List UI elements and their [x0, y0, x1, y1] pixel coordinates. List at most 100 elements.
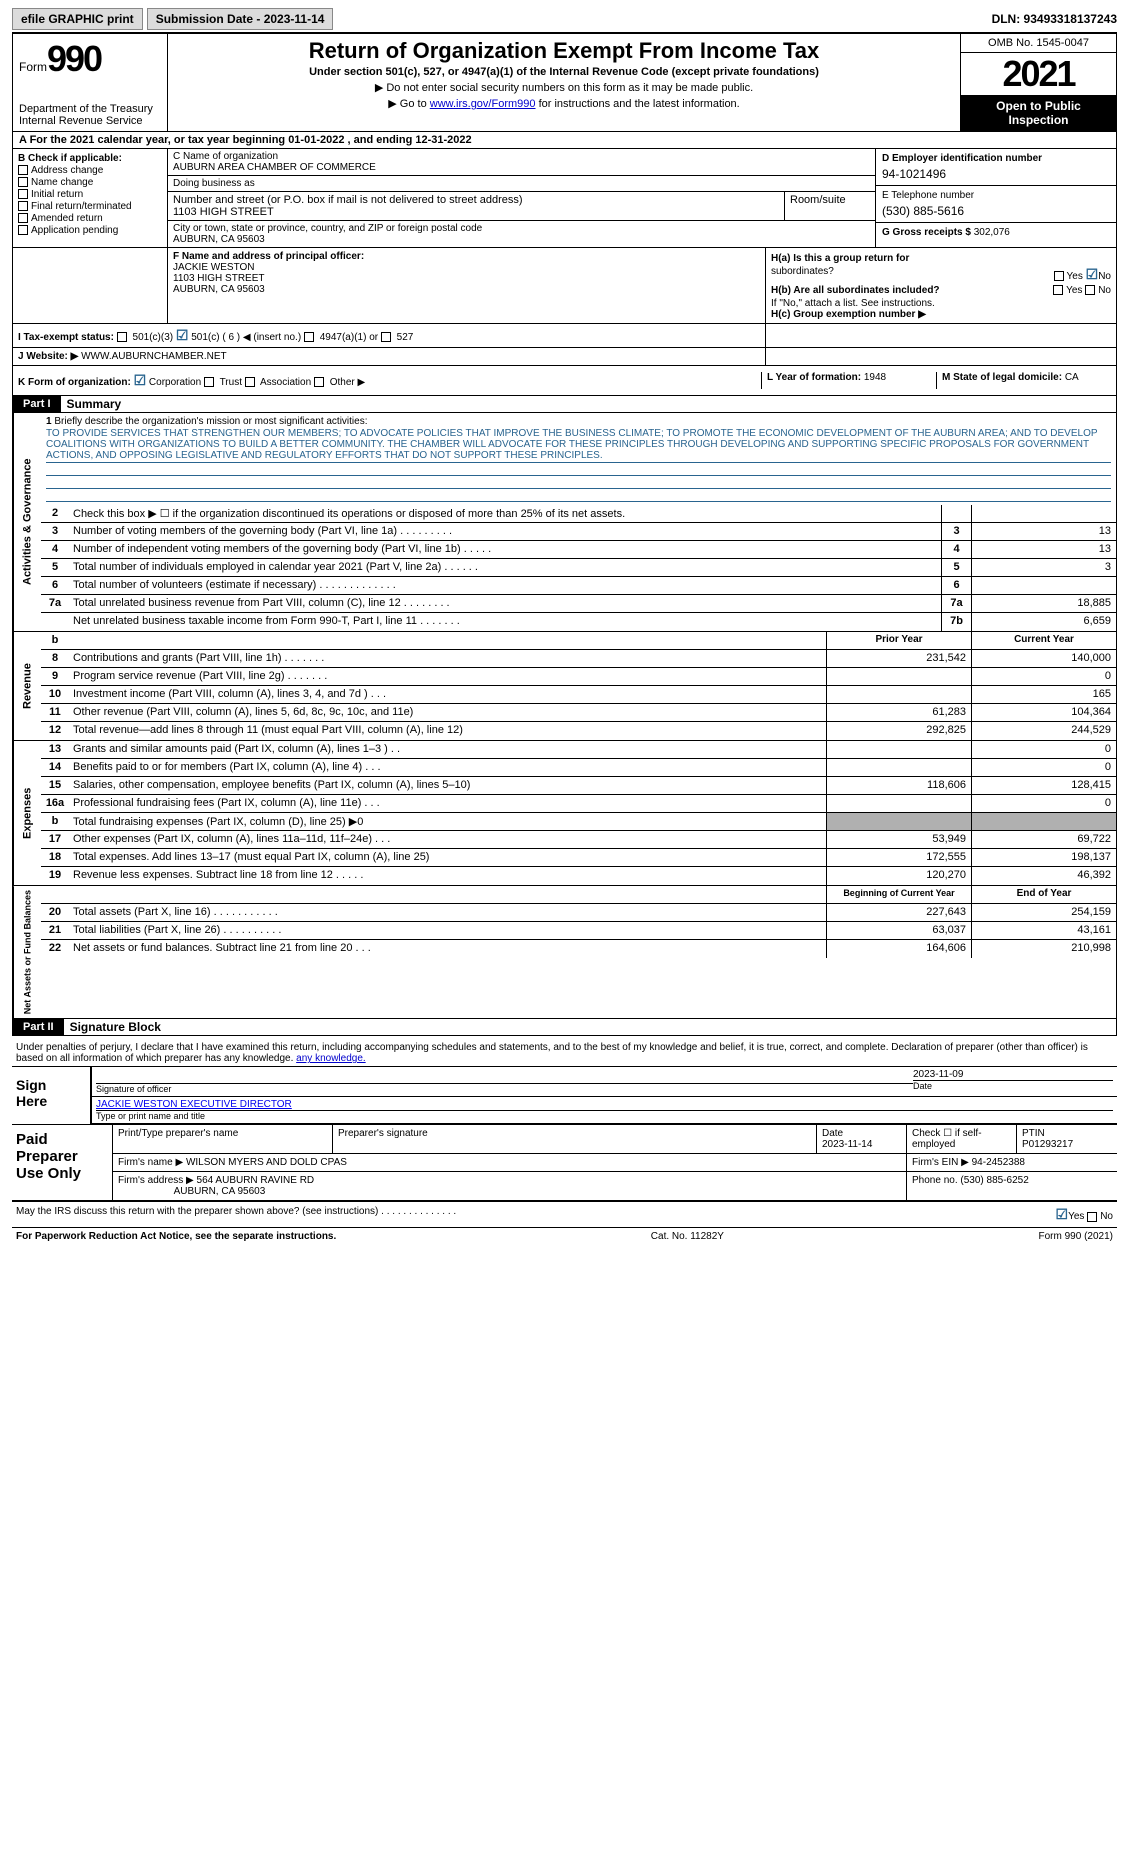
col-c-org-info: C Name of organization AUBURN AREA CHAMB… [168, 149, 876, 247]
header-left: Form 990 Department of the Treasury Inte… [13, 34, 168, 131]
footer-left: For Paperwork Reduction Act Notice, see … [16, 1231, 336, 1242]
street-value: 1103 HIGH STREET [173, 206, 779, 218]
instruction-1: ▶ Do not enter social security numbers o… [176, 81, 952, 94]
line-text: Total fundraising expenses (Part IX, col… [69, 813, 826, 830]
hb-note: If "No," attach a list. See instructions… [771, 298, 1111, 309]
line-text: Revenue less expenses. Subtract line 18 … [69, 867, 826, 885]
line-num: 13 [41, 741, 69, 758]
line-num: 17 [41, 831, 69, 848]
org-name: AUBURN AREA CHAMBER OF COMMERCE [173, 162, 870, 173]
part1-title: Summary [61, 397, 122, 411]
current-value: 140,000 [971, 650, 1116, 667]
side-governance: Activities & Governance [13, 413, 41, 631]
line-text: Other expenses (Part IX, column (A), lin… [69, 831, 826, 848]
checkbox-hb-no[interactable] [1085, 285, 1095, 295]
checkbox-ha-yes[interactable] [1054, 271, 1064, 281]
officer-label: F Name and address of principal officer: [173, 251, 760, 262]
line-num: 7a [41, 595, 69, 612]
current-value: 104,364 [971, 704, 1116, 721]
city-value: AUBURN, CA 95603 [173, 234, 870, 245]
checkbox-name[interactable] [18, 177, 28, 187]
header-middle: Return of Organization Exempt From Incom… [168, 34, 961, 131]
prior-value: 231,542 [826, 650, 971, 667]
prior-value [826, 795, 971, 812]
line-num: 8 [41, 650, 69, 667]
checkbox-trust[interactable] [204, 377, 214, 387]
checkbox-4947[interactable] [304, 332, 314, 342]
line-text: Investment income (Part VIII, column (A)… [69, 686, 826, 703]
prior-value: 63,037 [826, 922, 971, 939]
form-subtitle: Under section 501(c), 527, or 4947(a)(1)… [176, 66, 952, 78]
col-h-group: H(a) Is this a group return for subordin… [766, 248, 1116, 323]
line-value: 6,659 [971, 613, 1116, 631]
line-box: 3 [941, 523, 971, 540]
part2-title: Signature Block [64, 1020, 161, 1034]
irs-link[interactable]: www.irs.gov/Form990 [430, 98, 536, 110]
submission-button[interactable]: Submission Date - 2023-11-14 [147, 8, 334, 30]
checkbox-address[interactable] [18, 165, 28, 175]
hc-label: H(c) Group exemption number ▶ [771, 309, 926, 320]
line-value: 13 [971, 523, 1116, 540]
line-value: 13 [971, 541, 1116, 558]
tax-year: 2021 [961, 53, 1116, 95]
checkbox-initial[interactable] [18, 189, 28, 199]
line-text: Program service revenue (Part VIII, line… [69, 668, 826, 685]
prep-name-label: Print/Type preparer's name [113, 1125, 333, 1153]
checkbox-hb-yes[interactable] [1053, 285, 1063, 295]
gross-value: 302,076 [974, 227, 1010, 238]
prior-year-header: Prior Year [826, 632, 971, 649]
sign-here-label: Sign Here [12, 1067, 82, 1124]
line-num: 10 [41, 686, 69, 703]
current-value: 244,529 [971, 722, 1116, 740]
prior-value: 118,606 [826, 777, 971, 794]
current-value: 46,392 [971, 867, 1116, 885]
footer-right: Form 990 (2021) [1039, 1231, 1113, 1242]
line-text: Number of voting members of the governin… [69, 523, 941, 540]
prep-sig-label: Preparer's signature [333, 1125, 817, 1153]
gross-label: G Gross receipts $ [882, 227, 971, 238]
checkbox-pending[interactable] [18, 225, 28, 235]
checkbox-final[interactable] [18, 201, 28, 211]
efile-button[interactable]: efile GRAPHIC print [12, 8, 143, 30]
street-label: Number and street (or P.O. box if mail i… [173, 194, 779, 206]
phone-value: (530) 885-5616 [882, 204, 1110, 218]
checkbox-assoc[interactable] [245, 377, 255, 387]
sig-officer-label: Signature of officer [96, 1083, 913, 1094]
open-inspection: Open to Public Inspection [961, 95, 1116, 131]
checkbox-527[interactable] [381, 332, 391, 342]
officer-name-link[interactable]: JACKIE WESTON EXECUTIVE DIRECTOR [96, 1099, 292, 1110]
line-num: b [41, 813, 69, 830]
department-text: Department of the Treasury Internal Reve… [19, 103, 161, 127]
line-text: Total number of individuals employed in … [69, 559, 941, 576]
checkbox-501c3[interactable] [117, 332, 127, 342]
line-num: 15 [41, 777, 69, 794]
current-value: 0 [971, 759, 1116, 776]
line-text: Total unrelated business revenue from Pa… [69, 595, 941, 612]
line-text: Total number of volunteers (estimate if … [69, 577, 941, 594]
side-revenue: Revenue [13, 632, 41, 740]
line-num: 6 [41, 577, 69, 594]
dln-text: DLN: 93493318137243 [992, 12, 1117, 26]
current-value: 0 [971, 668, 1116, 685]
current-value: 69,722 [971, 831, 1116, 848]
current-value: 165 [971, 686, 1116, 703]
omb-number: OMB No. 1545-0047 [961, 34, 1116, 53]
knowledge-link[interactable]: any knowledge. [296, 1053, 366, 1064]
form-title: Return of Organization Exempt From Incom… [176, 38, 952, 64]
line-num: 18 [41, 849, 69, 866]
line-value: 18,885 [971, 595, 1116, 612]
line-text: Net assets or fund balances. Subtract li… [69, 940, 826, 958]
footer-mid: Cat. No. 11282Y [651, 1231, 724, 1242]
checkbox-amended[interactable] [18, 213, 28, 223]
checkbox-other[interactable] [314, 377, 324, 387]
line-text: Other revenue (Part VIII, column (A), li… [69, 704, 826, 721]
current-value [971, 813, 1116, 830]
prior-value: 227,643 [826, 904, 971, 921]
line-text: Total revenue—add lines 8 through 11 (mu… [69, 722, 826, 740]
current-value: 43,161 [971, 922, 1116, 939]
paid-preparer-label: Paid Preparer Use Only [12, 1125, 112, 1200]
line-value: 3 [971, 559, 1116, 576]
line-text: Grants and similar amounts paid (Part IX… [69, 741, 826, 758]
line-num: 16a [41, 795, 69, 812]
checkbox-discuss-no[interactable] [1087, 1212, 1097, 1222]
